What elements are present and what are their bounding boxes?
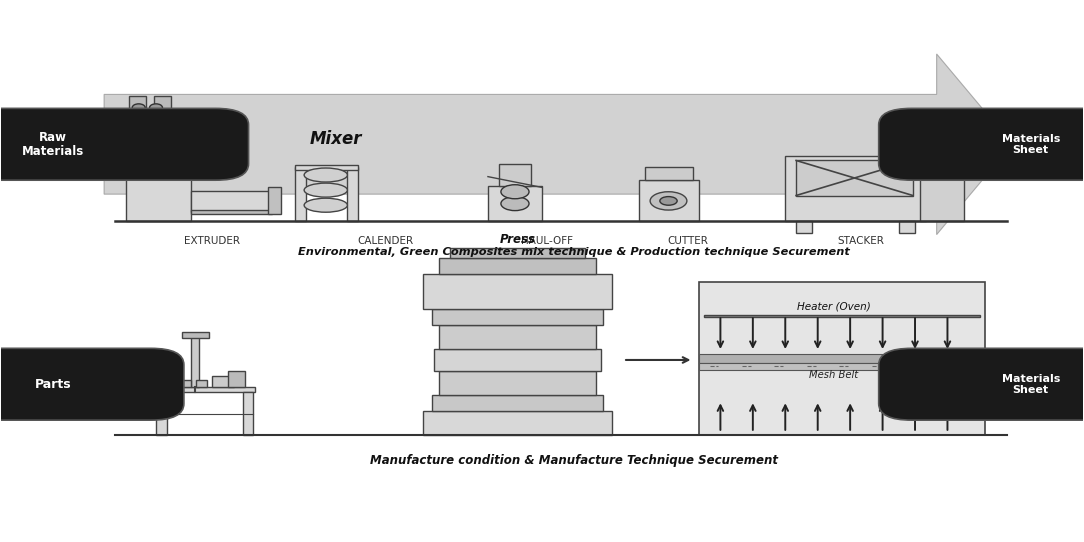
Ellipse shape <box>501 185 529 199</box>
Bar <box>699 282 985 435</box>
Bar <box>191 210 272 215</box>
Bar <box>126 151 191 221</box>
Ellipse shape <box>305 183 347 197</box>
Text: Materials
Sheet: Materials Sheet <box>1002 134 1060 154</box>
Bar <box>431 309 603 325</box>
Bar <box>439 371 596 395</box>
Bar <box>196 380 207 387</box>
Text: Heater (Oven): Heater (Oven) <box>797 301 870 311</box>
Text: Mesh Belt: Mesh Belt <box>810 370 859 379</box>
Ellipse shape <box>501 197 529 211</box>
Bar <box>154 96 171 109</box>
Text: Parts: Parts <box>35 378 72 391</box>
Bar <box>645 167 694 180</box>
Bar <box>796 160 913 196</box>
Text: CALENDER: CALENDER <box>357 236 413 246</box>
Bar <box>705 315 980 317</box>
Bar <box>699 354 985 363</box>
Text: STACKER: STACKER <box>838 236 885 246</box>
Bar <box>899 221 915 233</box>
Text: HAUL-OFF: HAUL-OFF <box>521 236 573 246</box>
Bar <box>699 363 985 370</box>
Bar <box>423 274 612 309</box>
Ellipse shape <box>660 197 678 205</box>
Bar <box>431 395 603 411</box>
Bar <box>423 411 612 435</box>
FancyBboxPatch shape <box>879 349 1084 420</box>
Ellipse shape <box>305 198 347 212</box>
Bar <box>640 180 699 221</box>
Bar <box>128 125 177 152</box>
Bar <box>450 248 585 257</box>
Text: Press: Press <box>500 233 537 246</box>
Bar <box>269 188 282 215</box>
Bar <box>439 325 596 349</box>
Text: Environmental, Green Composites mix technique & Production technique Securement: Environmental, Green Composites mix tech… <box>298 247 850 257</box>
Ellipse shape <box>132 104 145 112</box>
Bar <box>796 221 812 233</box>
Ellipse shape <box>150 113 163 121</box>
Bar <box>439 257 596 274</box>
Ellipse shape <box>150 104 163 112</box>
Text: Mixer: Mixer <box>310 130 362 148</box>
Bar <box>153 387 256 392</box>
Text: CUTTER: CUTTER <box>668 236 709 246</box>
Text: Manufacture condition & Manufacture Technique Securement: Manufacture condition & Manufacture Tech… <box>371 454 778 467</box>
FancyBboxPatch shape <box>0 349 184 420</box>
Bar <box>212 376 234 387</box>
Text: Materials
Sheet: Materials Sheet <box>1002 374 1060 395</box>
Ellipse shape <box>650 192 687 210</box>
Text: EXTRUDER: EXTRUDER <box>184 236 241 246</box>
Bar <box>243 392 254 435</box>
Ellipse shape <box>132 113 145 121</box>
Bar <box>488 186 542 221</box>
Bar <box>191 191 272 212</box>
Bar <box>191 333 199 387</box>
Text: Raw
Materials: Raw Materials <box>22 131 85 158</box>
Bar <box>129 96 146 109</box>
Bar <box>296 165 358 170</box>
Bar <box>920 178 964 221</box>
Bar <box>347 167 358 221</box>
Bar <box>229 371 245 387</box>
FancyBboxPatch shape <box>879 108 1084 180</box>
Bar <box>296 167 307 221</box>
Bar <box>164 380 175 387</box>
Bar <box>499 164 531 186</box>
Bar <box>156 392 167 435</box>
Bar <box>180 380 191 387</box>
Polygon shape <box>104 54 1012 235</box>
Bar <box>434 349 602 371</box>
Bar <box>139 131 166 152</box>
Ellipse shape <box>305 168 347 182</box>
Bar <box>182 332 209 338</box>
FancyBboxPatch shape <box>0 108 248 180</box>
Bar <box>136 109 168 125</box>
Bar <box>785 156 926 221</box>
